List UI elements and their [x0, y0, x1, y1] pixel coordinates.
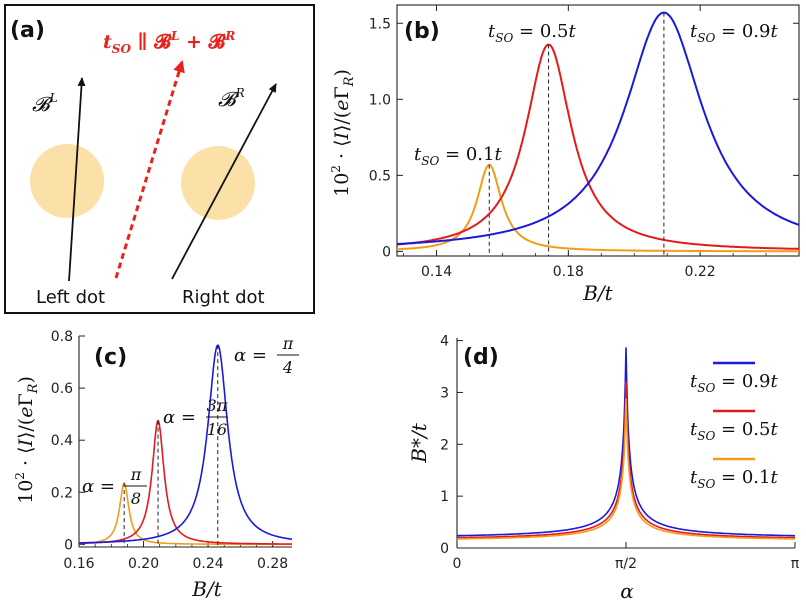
- panel-d-ytick-label: 1: [440, 489, 449, 505]
- panel-b: (b) 0.14 0.18 0.22 0 0.5 1.0 1.5 B/t 102 · ⟨I⟩…: [329, 4, 800, 305]
- bl-label: 𝓑L: [32, 91, 58, 116]
- alpha-numerator: 3π: [207, 396, 228, 415]
- panel-d-legend-entry: tSO = 0.1t: [690, 457, 778, 491]
- panel-c-lines: [78, 344, 292, 547]
- alpha-denominator: 8: [131, 489, 141, 508]
- left-dot-label: Left dot: [36, 287, 105, 308]
- panel-b-label: (b): [404, 19, 440, 44]
- panel-c: 0.16 0.20 0.24 0.28 0 0.2 0.4 0.6 0.8 (c) B/t 10…: [13, 329, 299, 601]
- panel-d-xtick-label: π/2: [615, 556, 637, 572]
- alpha-denominator: 4: [282, 358, 293, 377]
- panel-b-lines: [396, 11, 800, 256]
- panel-c-ticks: 0.16 0.20 0.24 0.28 0 0.2 0.4 0.6 0.8: [51, 329, 292, 572]
- panel-d-ticks: 0 π/2 π 0 1 2 3 4: [440, 334, 800, 572]
- panel-d-line-orange: [457, 398, 795, 540]
- panel-c-xtick-label: 0.28: [257, 556, 288, 572]
- panel-b-xtick-label: 0.18: [553, 264, 584, 280]
- br-label: 𝓑R: [218, 86, 245, 111]
- panel-b-xtick-label: 0.22: [685, 264, 716, 280]
- panel-d-line-red: [457, 381, 795, 539]
- panel-d-ytick-label: 4: [440, 334, 449, 350]
- panel-d-legend: tSO = 0.9t tSO = 0.5t tSO = 0.1t: [690, 361, 778, 491]
- panel-b-ytick-label: 1.0: [369, 92, 391, 108]
- panel-b-ytick-label: 0: [382, 244, 391, 260]
- panel-d-xlabel: α: [620, 579, 634, 603]
- panel-b-label-blue: tSO = 0.9t: [690, 21, 778, 45]
- alpha-numerator: π: [130, 465, 142, 484]
- panel-d-line-blue: [457, 347, 795, 537]
- panel-a: (a) tSO ∥ 𝓑L + 𝓑R 𝓑L 𝓑R Left dot Right d…: [4, 4, 315, 314]
- panel-d-legend-entry: tSO = 0.9t: [690, 361, 778, 395]
- panel-b-line-blue: [397, 11, 800, 245]
- panel-c-label-red: α = 3π 16: [163, 396, 228, 439]
- panel-c-xlabel: B/t: [191, 577, 222, 601]
- right-dot-label: Right dot: [182, 287, 265, 308]
- panel-c-xtick-label: 0.16: [63, 556, 94, 572]
- alpha-numerator: π: [282, 334, 294, 353]
- legend-label-red: tSO = 0.5t: [690, 419, 778, 443]
- right-dot-circle: [181, 146, 255, 220]
- panel-d-label: (d): [463, 345, 499, 370]
- panel-b-label-orange: tSO = 0.1t: [414, 144, 502, 168]
- panel-c-ytick-label: 0.4: [51, 433, 73, 449]
- panel-b-curve-labels: tSO = 0.1t tSO = 0.5t tSO = 0.9t: [414, 21, 778, 168]
- panel-d-legend-entry: tSO = 0.5t: [690, 409, 778, 443]
- left-dot-circle: [30, 144, 104, 218]
- panel-b-line-red: [396, 43, 799, 250]
- panel-b-xtick-label: 0.14: [421, 264, 452, 280]
- panel-b-ytick-label: 0.5: [369, 168, 391, 184]
- panel-c-ytick-label: 0.6: [51, 381, 73, 397]
- panel-a-frame: [4, 4, 315, 314]
- panel-d-lines: [457, 347, 795, 540]
- panel-b-line-orange: [396, 163, 799, 253]
- panel-c-line-blue: [79, 344, 292, 544]
- panel-b-ylabel: 102 · ⟨I⟩/(eΓR): [329, 69, 357, 197]
- panel-c-ytick-label: 0.8: [51, 329, 73, 345]
- alpha-prefix: α =: [234, 345, 267, 366]
- panel-d-ytick-label: 2: [440, 437, 449, 453]
- panel-c-label: (c): [94, 345, 127, 370]
- panel-b-label-red: tSO = 0.5t: [488, 21, 576, 45]
- panel-c-ytick-label: 0.2: [51, 485, 73, 501]
- panel-c-label-blue: α = π 4: [234, 334, 299, 377]
- panel-a-title: tSO ∥ 𝓑L + 𝓑R: [103, 29, 235, 56]
- panel-c-curve-labels: α = π 8 α = 3π 16 α = π 4: [82, 334, 299, 508]
- legend-label-blue: tSO = 0.9t: [690, 371, 778, 395]
- alpha-denominator: 16: [207, 420, 227, 439]
- bl-arrow: [68, 77, 86, 282]
- panel-c-xtick-label: 0.24: [193, 556, 224, 572]
- panel-c-ylabel: 102 · ⟨I⟩/(eΓR): [13, 376, 41, 504]
- panel-d-ytick-label: 0: [440, 541, 449, 557]
- alpha-prefix: α =: [163, 407, 196, 428]
- panel-a-label: (a): [10, 18, 45, 43]
- panel-b-xlabel: B/t: [582, 281, 613, 305]
- panel-d-ylabel: B*/t: [407, 422, 431, 463]
- panel-d-ytick-label: 3: [440, 385, 449, 401]
- panel-b-ticks: 0.14 0.18 0.22 0 0.5 1.0 1.5: [369, 5, 799, 280]
- legend-label-orange: tSO = 0.1t: [690, 467, 778, 491]
- panel-c-label-orange: α = π 8: [82, 465, 147, 508]
- br-arrow: [171, 83, 277, 280]
- panel-c-xtick-label: 0.20: [128, 556, 159, 572]
- panel-d-xtick-label: π: [791, 556, 800, 572]
- panel-b-ytick-label: 1.5: [369, 16, 391, 32]
- tso-arrow: [114, 60, 185, 279]
- panel-b-frame: [396, 4, 800, 257]
- panel-d-xtick-label: 0: [453, 556, 462, 572]
- panel-c-ytick-label: 0: [64, 537, 73, 553]
- alpha-prefix: α =: [82, 476, 115, 497]
